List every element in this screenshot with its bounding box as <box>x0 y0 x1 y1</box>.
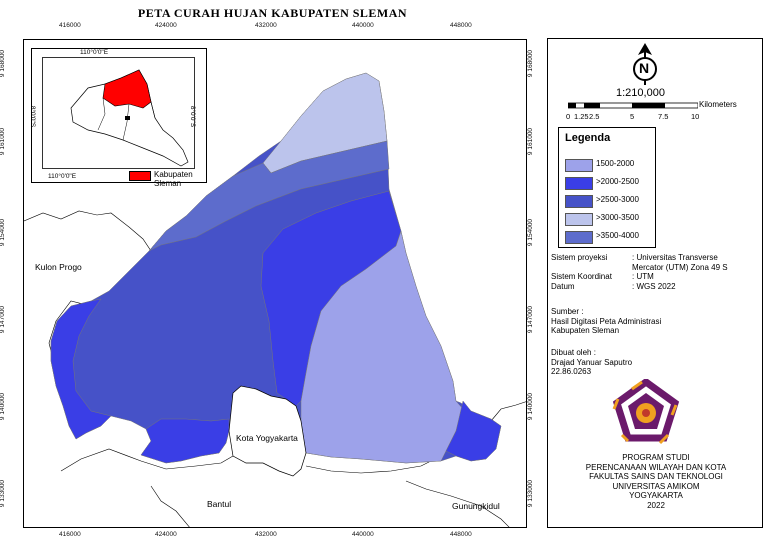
rainfall-zone-1500-2000 <box>300 230 464 464</box>
legend-swatch <box>565 195 593 208</box>
inset-map-box <box>42 57 195 169</box>
inset-legend-label: Kabupaten Sleman <box>154 170 193 188</box>
grid-y-label-left: 9 140000 <box>0 392 7 420</box>
rainfall-zone-2000-2500-se <box>445 400 502 462</box>
grid-x-label-top: 416000 <box>59 22 81 29</box>
university-logo-icon <box>612 379 680 445</box>
map-canvas <box>24 72 526 527</box>
inset-map: 110°0'0"E 110°0'0"E 8°0'0"S 8°0'0"S Kabu… <box>29 48 207 188</box>
inset-top-lon-label: 110°0'0"E <box>80 49 109 56</box>
map-frame[interactable]: Kulon Progo Kota Yogyakarta Bantul Gunun… <box>23 39 527 528</box>
inset-city-marker <box>125 116 130 120</box>
scale-unit: Kilometers <box>699 100 737 109</box>
program-line-6: 2022 <box>647 500 665 510</box>
grid-x-label-top: 440000 <box>352 22 374 29</box>
map-info-panel: N 1:210,000 Kilometers 0 1.25 2.5 5 7.5 … <box>547 38 763 528</box>
program-line-2: PERENCANAAN WILAYAH DAN KOTA <box>585 462 727 472</box>
grid-x-label-top: 432000 <box>255 22 277 29</box>
legend-title: Legenda <box>565 132 611 144</box>
legend-swatch <box>565 213 593 226</box>
region-label-bantul: Bantul <box>207 499 232 509</box>
scale-tick: 5 <box>630 112 635 121</box>
scale-tick: 10 <box>691 112 700 121</box>
scale-tick: 1.25 <box>574 112 589 121</box>
grid-x-label-top: 424000 <box>155 22 177 29</box>
grid-y-label-right: 9 161000 <box>527 127 535 156</box>
grid-y-label-left: 9 133000 <box>0 479 7 507</box>
inset-canvas <box>70 69 189 167</box>
author-label: Dibuat oleh : <box>551 348 596 357</box>
grid-x-label-bottom: 424000 <box>155 531 177 538</box>
neighbor-boundary-east <box>490 401 526 422</box>
source-info: Sumber : Hasil Digitasi Peta Administras… <box>551 307 661 336</box>
grid-x-label-bottom: 448000 <box>450 531 472 538</box>
region-label-kulon-progo: Kulon Progo <box>35 262 82 272</box>
grid-x-label-bottom: 432000 <box>255 531 277 538</box>
projection-datum-value: : WGS 2022 <box>632 281 676 291</box>
rainfall-zone-2000-2500-west <box>50 298 112 440</box>
grid-x-label-bottom: 440000 <box>352 531 374 538</box>
program-line-4: UNIVERSITAS AMIKOM <box>612 481 700 491</box>
author-id: 22.86.0263 <box>551 367 592 376</box>
author-name: Drajad Yanuar Saputro <box>551 357 633 367</box>
projection-coord-value: : UTM <box>632 272 654 281</box>
program-line-5: YOGYAKARTA <box>629 491 683 500</box>
inset-left-lat-label: 8°0'0"S <box>29 105 37 128</box>
grid-y-label-right: 9 133000 <box>527 479 535 508</box>
legend-box: Legenda 1500-2000 >2000-2500 >2500-3000 … <box>558 127 656 248</box>
projection-datum-label: Datum <box>551 281 575 291</box>
projection-coord-label: Sistem Koordinat <box>551 272 612 281</box>
legend-swatch <box>565 159 593 172</box>
grid-y-label-right: 9 168000 <box>527 49 535 78</box>
legend-swatch <box>565 231 593 244</box>
legend-label: >3500-4000 <box>596 231 639 240</box>
projection-system-value-2: Mercator (UTM) Zona 49 S <box>632 262 728 272</box>
grid-y-label-right: 9 147000 <box>527 305 535 334</box>
scale-tick: 2.5 <box>589 112 600 121</box>
grid-y-label-left: 9 147000 <box>0 305 7 333</box>
projection-system-value: : Universitas Transverse <box>632 253 718 262</box>
north-arrow-icon <box>633 43 657 85</box>
scale-ratio: 1:210,000 <box>616 87 665 99</box>
inset-bottom-lon-label: 110°0'0"E <box>48 173 77 180</box>
neighbor-boundary-se <box>405 480 510 527</box>
kota-yogyakarta-area <box>228 385 307 477</box>
grid-y-label-left: 9 161000 <box>0 127 7 155</box>
neighbor-boundary-south-2 <box>305 455 442 474</box>
region-label-kota-yogyakarta: Kota Yogyakarta <box>236 433 298 443</box>
rainfall-zone-2000-2500-sw <box>140 418 230 464</box>
inset-sleman-highlight <box>102 69 152 109</box>
source-line-1: Hasil Digitasi Peta Administrasi <box>551 316 662 326</box>
program-line-1: PROGRAM STUDI <box>622 453 690 462</box>
map-title: PETA CURAH HUJAN KABUPATEN SLEMAN <box>137 6 408 20</box>
legend-swatch <box>565 177 593 190</box>
grid-y-label-left: 9 168000 <box>0 49 7 77</box>
source-label: Sumber : <box>551 307 584 316</box>
rainfall-zone-3500-4000 <box>148 140 390 252</box>
grid-x-label-top: 448000 <box>450 22 472 29</box>
scale-tick: 0 <box>566 112 571 121</box>
neighbor-boundary-sw <box>150 485 190 527</box>
scale-tick: 7.5 <box>658 112 669 121</box>
inset-legend-swatch <box>129 171 151 181</box>
author-info: Dibuat oleh : Drajad Yanuar Saputro 22.8… <box>551 348 632 377</box>
legend-label: >2000-2500 <box>596 177 639 186</box>
scale-bar <box>568 102 698 109</box>
north-arrow-letter: N <box>639 60 650 76</box>
projection-system-label: Sistem proyeksi <box>551 253 608 262</box>
grid-x-label-bottom: 416000 <box>59 531 81 538</box>
grid-y-label-left: 9 154000 <box>0 218 7 246</box>
projection-info: Sistem proyeksi: Universitas Transverse … <box>551 253 728 291</box>
legend-label: >2500-3000 <box>596 195 639 204</box>
region-label-gunungkidul: Gunungkidul <box>452 501 500 511</box>
program-line-3: FAKULTAS SAINS DAN TEKNOLOGI <box>589 472 723 481</box>
program-info: PROGRAM STUDI PERENCANAAN WILAYAH DAN KO… <box>548 453 764 510</box>
source-line-2: Kabupaten Sleman <box>551 326 620 335</box>
neighbor-boundary-south <box>60 448 234 472</box>
legend-label: >3000-3500 <box>596 213 639 222</box>
grid-y-label-right: 9 154000 <box>527 218 535 247</box>
legend-label: 1500-2000 <box>596 159 635 168</box>
grid-y-label-right: 9 140000 <box>527 392 535 421</box>
inset-internal-boundary <box>97 97 156 141</box>
